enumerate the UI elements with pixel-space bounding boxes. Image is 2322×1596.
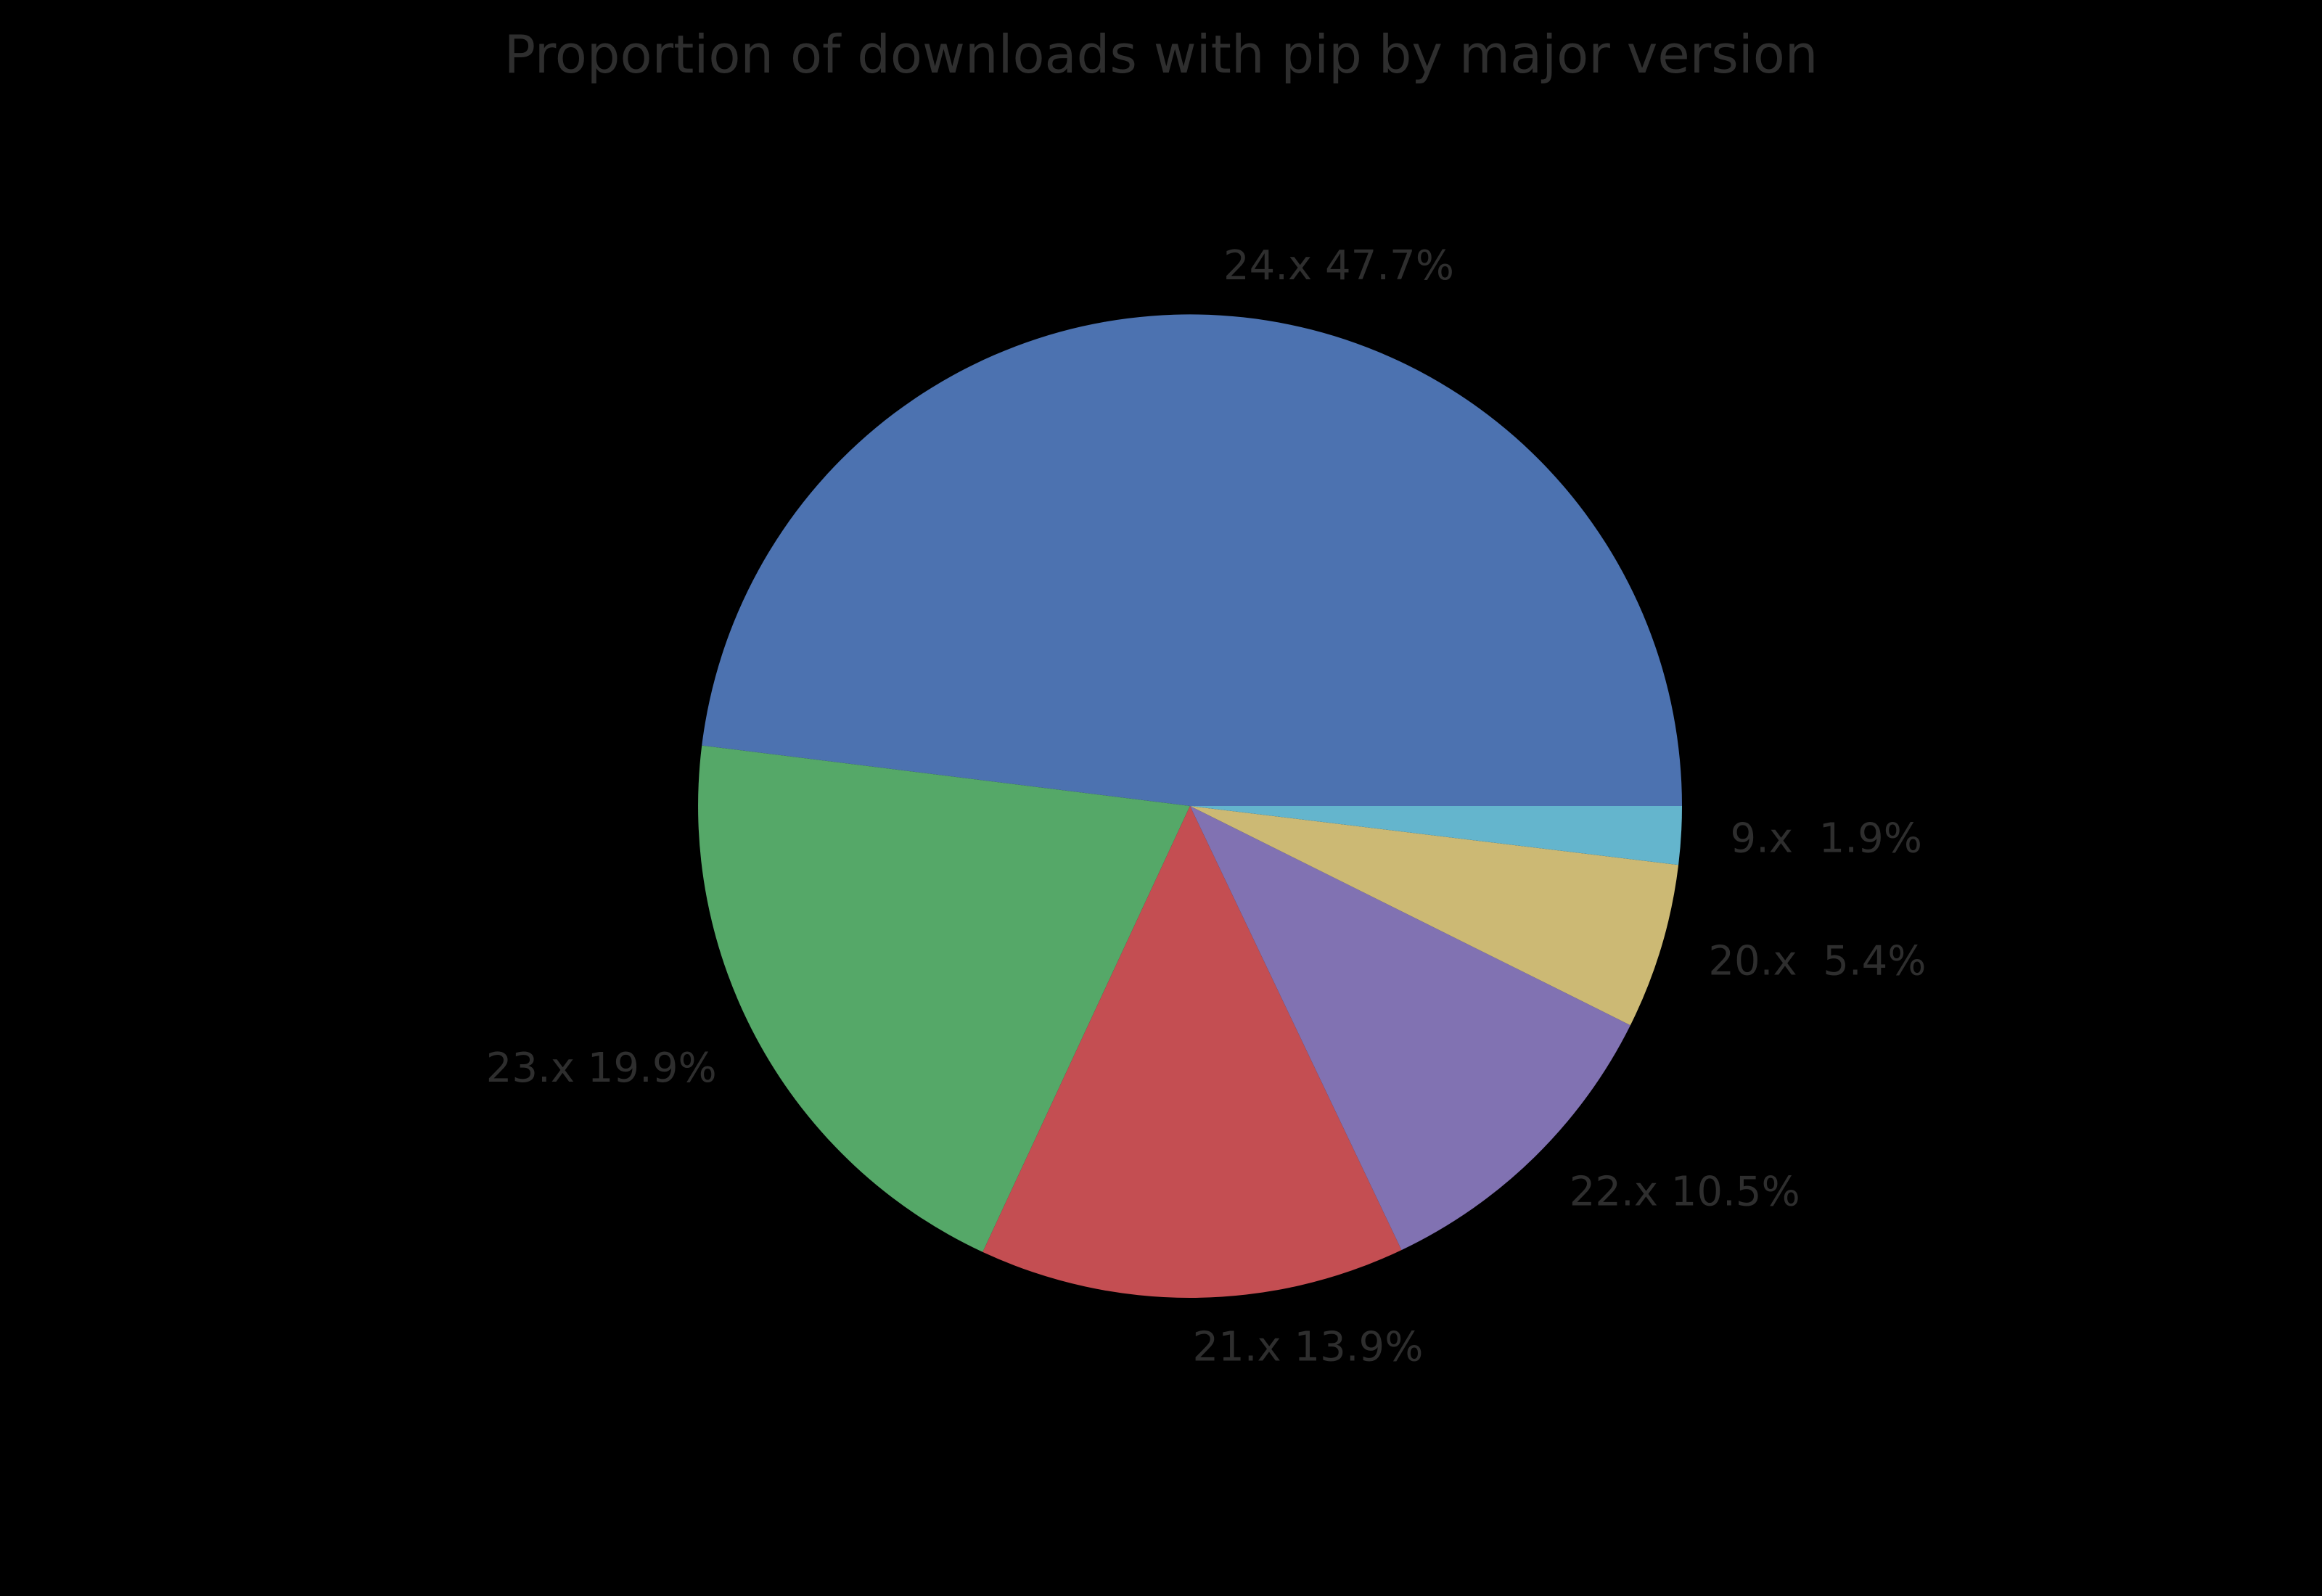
pie-slice-23x <box>698 745 1190 1252</box>
pie-slices-group <box>698 314 1683 1298</box>
pie-slice-24x <box>702 314 1683 807</box>
pie-slice-9x <box>1190 806 1682 865</box>
pie-slice-22x <box>1190 806 1630 1251</box>
pie-label-9x: 9.x 1.9% <box>1731 815 1922 862</box>
chart-title: Proportion of downloads with pip by majo… <box>504 24 1818 85</box>
pie-label-21x: 21.x 13.9% <box>1193 1323 1424 1370</box>
pie-label-20x: 20.x 5.4% <box>1708 938 1926 985</box>
pie-labels-group: 24.x 47.7% 23.x 19.9% 21.x 13.9% 22.x 10.5%… <box>486 242 1927 1370</box>
pie-slice-20x <box>1190 806 1679 1026</box>
pie-label-22x: 22.x 10.5% <box>1570 1168 1800 1215</box>
pie-slice-21x <box>982 806 1402 1298</box>
pie-label-24x: 24.x 47.7% <box>1223 242 1454 289</box>
pie-label-23x: 23.x 19.9% <box>486 1045 717 1092</box>
